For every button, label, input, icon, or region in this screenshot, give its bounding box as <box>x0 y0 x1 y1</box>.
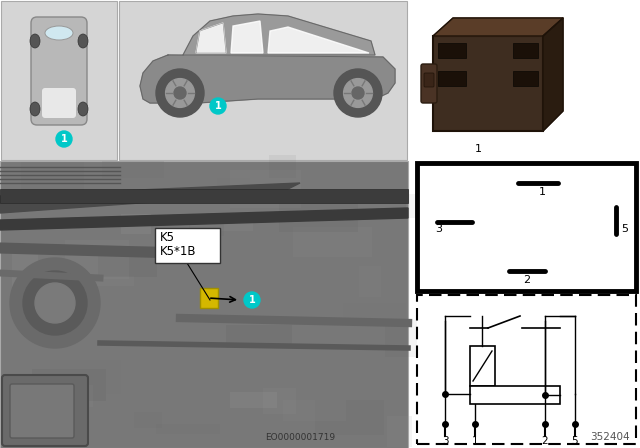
Ellipse shape <box>30 102 40 116</box>
Polygon shape <box>0 208 408 230</box>
Text: K5*1B: K5*1B <box>160 245 196 258</box>
FancyBboxPatch shape <box>2 375 88 446</box>
Circle shape <box>244 292 260 308</box>
Bar <box>470 346 495 386</box>
Text: 2: 2 <box>523 275 530 285</box>
Bar <box>359 266 381 297</box>
Text: 3: 3 <box>442 436 448 446</box>
Text: 1: 1 <box>248 295 255 305</box>
Bar <box>470 386 560 404</box>
Circle shape <box>344 78 372 108</box>
Bar <box>293 227 372 257</box>
Bar <box>217 178 250 194</box>
Ellipse shape <box>43 94 75 112</box>
FancyBboxPatch shape <box>31 17 87 125</box>
Bar <box>417 295 636 444</box>
Bar <box>343 303 406 320</box>
Text: EO0000001719: EO0000001719 <box>265 433 335 442</box>
Polygon shape <box>268 27 369 53</box>
Bar <box>156 424 220 434</box>
Bar <box>283 400 346 421</box>
FancyBboxPatch shape <box>421 64 437 103</box>
Ellipse shape <box>45 26 73 40</box>
Circle shape <box>56 131 72 147</box>
Text: K5: K5 <box>160 231 175 244</box>
Bar <box>98 246 157 277</box>
Bar <box>263 388 296 414</box>
Polygon shape <box>231 21 263 53</box>
Bar <box>387 416 412 447</box>
Bar <box>134 412 162 428</box>
FancyBboxPatch shape <box>42 88 76 118</box>
Bar <box>415 0 638 161</box>
Bar <box>32 369 106 401</box>
Bar <box>279 195 358 232</box>
Polygon shape <box>543 18 563 131</box>
Ellipse shape <box>78 34 88 48</box>
Circle shape <box>10 258 100 348</box>
Bar <box>121 214 151 234</box>
Text: 1: 1 <box>61 134 67 144</box>
Bar <box>315 400 384 435</box>
Bar <box>169 237 204 261</box>
Ellipse shape <box>78 102 88 116</box>
Text: 1: 1 <box>539 187 546 197</box>
Bar <box>190 220 253 231</box>
Text: 1: 1 <box>214 101 221 111</box>
Circle shape <box>166 78 195 108</box>
Bar <box>385 320 451 357</box>
Bar <box>269 155 296 178</box>
Bar <box>226 325 292 348</box>
Bar <box>0 189 408 203</box>
Bar <box>155 228 220 263</box>
Circle shape <box>210 98 226 114</box>
Circle shape <box>23 271 87 335</box>
Ellipse shape <box>30 34 40 48</box>
Circle shape <box>174 87 186 99</box>
Text: 352404: 352404 <box>590 432 630 442</box>
Bar <box>406 194 470 218</box>
FancyBboxPatch shape <box>424 73 434 87</box>
Bar <box>438 71 466 86</box>
Bar <box>417 295 636 444</box>
Text: 5: 5 <box>572 436 579 446</box>
Bar <box>438 43 466 58</box>
Bar <box>50 360 121 394</box>
Bar <box>433 36 543 131</box>
Polygon shape <box>183 14 375 55</box>
Text: 1: 1 <box>474 144 481 154</box>
Polygon shape <box>0 183 300 213</box>
Bar <box>80 276 134 286</box>
Text: 1: 1 <box>472 436 478 446</box>
Text: 2: 2 <box>541 436 548 446</box>
Text: 3: 3 <box>435 224 442 234</box>
Bar <box>189 214 224 236</box>
Bar <box>200 288 218 308</box>
Bar <box>1 1 117 160</box>
Circle shape <box>156 69 204 117</box>
Bar <box>21 162 84 196</box>
Circle shape <box>334 69 382 117</box>
Polygon shape <box>196 23 226 53</box>
Bar <box>513 43 538 58</box>
Bar <box>0 161 408 448</box>
Bar <box>12 253 38 289</box>
Circle shape <box>35 283 75 323</box>
Bar <box>102 161 164 178</box>
Polygon shape <box>433 18 563 36</box>
Bar <box>417 163 636 291</box>
Bar <box>513 71 538 86</box>
Bar <box>230 170 301 208</box>
Text: 5: 5 <box>621 224 628 233</box>
Polygon shape <box>140 55 395 103</box>
FancyBboxPatch shape <box>10 384 74 438</box>
Bar <box>65 240 129 279</box>
Bar <box>230 392 277 408</box>
Bar <box>14 385 93 407</box>
Circle shape <box>352 87 364 99</box>
Bar <box>119 1 407 160</box>
